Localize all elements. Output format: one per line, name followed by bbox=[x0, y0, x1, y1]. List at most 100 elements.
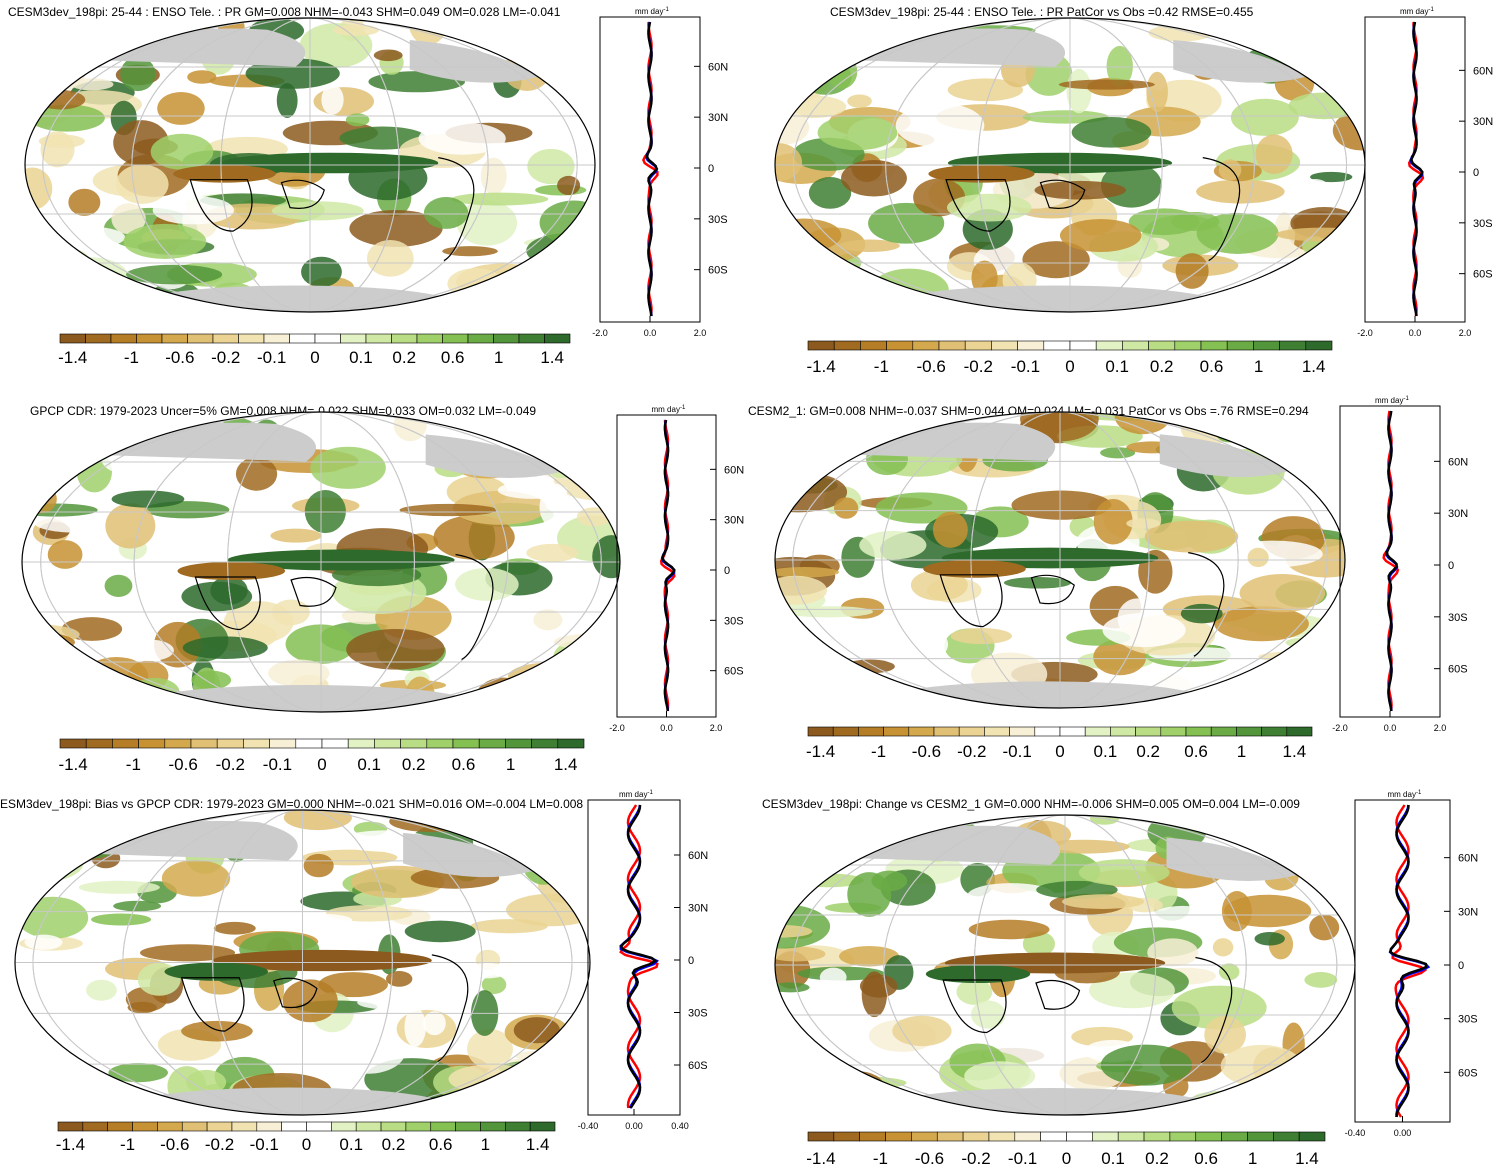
colorbar-label: 1.4 bbox=[1283, 742, 1307, 761]
x-tick-label: 0.00 bbox=[625, 1121, 643, 1131]
colorbar-label: 0.2 bbox=[402, 755, 426, 774]
lat-label: 60S bbox=[688, 1060, 708, 1072]
colorbar-label: 0 bbox=[1055, 742, 1064, 761]
colorbar-label: 0.6 bbox=[429, 1135, 453, 1154]
colorbar-label: 0 bbox=[317, 755, 326, 774]
colorbar-label: -1 bbox=[874, 357, 889, 376]
colorbar-label: 1.4 bbox=[1302, 357, 1326, 376]
lat-label: 0 bbox=[688, 955, 694, 967]
world-map bbox=[773, 813, 1357, 1117]
colorbar-label: 0.1 bbox=[349, 348, 373, 367]
svg-text:mm day-1: mm day-1 bbox=[619, 790, 653, 799]
colorbar-label: 0.1 bbox=[1094, 742, 1118, 761]
colorbar-label: -0.6 bbox=[912, 742, 941, 761]
colorbar-label: 1.4 bbox=[1295, 1149, 1319, 1168]
x-tick-label: -2.0 bbox=[1332, 723, 1348, 733]
lat-label: 0 bbox=[1473, 167, 1479, 179]
colorbar-label: -0.6 bbox=[916, 357, 945, 376]
lat-label: 30S bbox=[724, 615, 744, 627]
lat-label: 60N bbox=[1458, 853, 1478, 865]
colorbar-label: 1 bbox=[481, 1135, 490, 1154]
lat-label: 60S bbox=[724, 666, 744, 678]
lat-label: 0 bbox=[724, 565, 730, 577]
colorbar-label: -1.4 bbox=[58, 348, 87, 367]
colorbar-label: -1 bbox=[124, 348, 139, 367]
panel-title: CESM3dev_198pi: Change vs CESM2_1 GM=0.0… bbox=[762, 797, 1300, 811]
lat-label: 60S bbox=[1448, 664, 1468, 676]
lat-label: 30N bbox=[1448, 508, 1468, 520]
x-tick-label: 0.0 bbox=[1409, 328, 1422, 338]
x-tick-label: 2.0 bbox=[710, 723, 723, 733]
colorbar-label: -0.2 bbox=[964, 357, 993, 376]
colorbar-label: 0 bbox=[310, 348, 319, 367]
colorbar-label: -0.6 bbox=[915, 1149, 944, 1168]
profile-line bbox=[621, 805, 658, 1108]
colorbar-label: 0.6 bbox=[1200, 357, 1224, 376]
svg-text:mm day-1: mm day-1 bbox=[652, 405, 686, 414]
colorbar-label: 0.2 bbox=[1150, 357, 1174, 376]
colorbar-label: 0.6 bbox=[441, 348, 465, 367]
colorbar-label: 0.1 bbox=[339, 1135, 363, 1154]
colorbar-label: -1.4 bbox=[806, 357, 835, 376]
svg-text:mm day-1: mm day-1 bbox=[1375, 396, 1409, 405]
lat-label: 0 bbox=[708, 163, 714, 175]
colorbar-label: -0.6 bbox=[165, 348, 194, 367]
colorbar-label: -1 bbox=[871, 742, 886, 761]
lat-label: 60N bbox=[1448, 456, 1468, 468]
colorbar-label: 0.2 bbox=[1145, 1149, 1169, 1168]
colorbar-label: 1.4 bbox=[540, 348, 564, 367]
colorbar-label: 0.1 bbox=[1105, 357, 1129, 376]
colorbar-label: 1.4 bbox=[526, 1135, 550, 1154]
lat-label: 30N bbox=[724, 515, 744, 527]
x-tick-label: -2.0 bbox=[592, 328, 608, 338]
svg-text:mm day-1: mm day-1 bbox=[1400, 7, 1434, 16]
colorbar-label: 1 bbox=[1248, 1149, 1257, 1168]
lat-label: 60S bbox=[708, 265, 728, 277]
colorbar-label: -0.1 bbox=[1008, 1149, 1037, 1168]
lat-label: 30S bbox=[708, 214, 728, 226]
colorbar-label: -0.1 bbox=[1011, 357, 1040, 376]
x-tick-label: 0.0 bbox=[644, 328, 657, 338]
lat-label: 30S bbox=[1473, 218, 1493, 230]
x-tick-label: 2.0 bbox=[694, 328, 707, 338]
x-tick-label: 0.0 bbox=[1384, 723, 1397, 733]
colorbar-label: -0.1 bbox=[257, 348, 286, 367]
colorbar-label: -1.4 bbox=[806, 742, 835, 761]
x-tick-label: 2.0 bbox=[1434, 723, 1447, 733]
lat-label: 30S bbox=[1458, 1014, 1478, 1026]
svg-text:mm day-1: mm day-1 bbox=[635, 7, 669, 16]
x-tick-label: 0.0 bbox=[660, 723, 673, 733]
lat-label: 60N bbox=[1473, 65, 1493, 77]
colorbar-label: 0.2 bbox=[1136, 742, 1160, 761]
lat-label: 60N bbox=[724, 464, 744, 476]
svg-text:mm day-1: mm day-1 bbox=[1388, 790, 1422, 799]
lat-label: 0 bbox=[1458, 960, 1464, 972]
lat-label: 30N bbox=[688, 903, 708, 915]
colorbar-label: 1 bbox=[494, 348, 503, 367]
colorbar-label: 0.1 bbox=[357, 755, 381, 774]
world-map bbox=[23, 16, 597, 314]
colorbar-label: 0.2 bbox=[382, 1135, 406, 1154]
lat-label: 0 bbox=[1448, 560, 1454, 572]
world-map bbox=[773, 410, 1347, 710]
lat-label: 30N bbox=[1473, 116, 1493, 128]
lat-label: 60N bbox=[708, 61, 728, 73]
x-tick-label: 2.0 bbox=[1459, 328, 1472, 338]
colorbar-label: -1 bbox=[120, 1135, 135, 1154]
lat-label: 60S bbox=[1458, 1067, 1478, 1079]
x-tick-label: -0.40 bbox=[1345, 1128, 1366, 1138]
colorbar-label: -0.2 bbox=[216, 755, 245, 774]
colorbar-label: 0.6 bbox=[1194, 1149, 1218, 1168]
colorbar-label: -0.1 bbox=[1003, 742, 1032, 761]
colorbar-label: 1 bbox=[506, 755, 515, 774]
colorbar-label: -0.2 bbox=[205, 1135, 234, 1154]
